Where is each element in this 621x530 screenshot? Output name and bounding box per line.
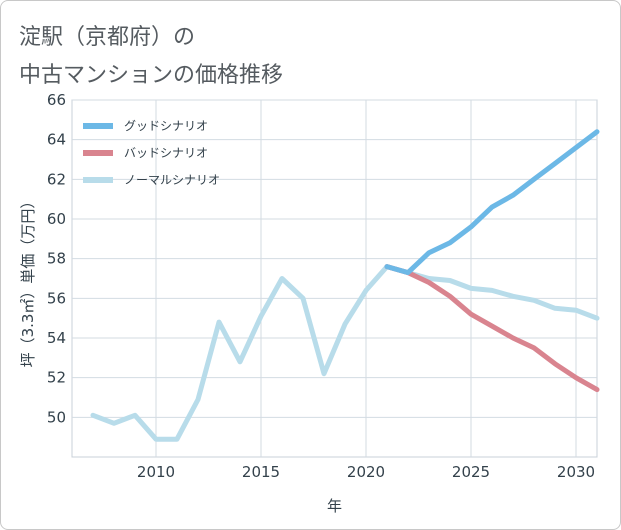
y-tick-label: 54 (47, 329, 66, 347)
y-tick-label: 52 (47, 369, 66, 387)
series-line-2 (90, 264, 600, 442)
chart-title-line1: 淀駅（京都府）の (19, 25, 196, 50)
x-tick-label: 2015 (242, 463, 280, 481)
y-tick-label: 56 (47, 289, 66, 307)
legend-label: ノーマルシナリオ (124, 173, 220, 187)
x-tick-label: 2030 (557, 463, 595, 481)
y-tick-labels: 50 52 54 56 58 60 62 64 66 (47, 91, 66, 426)
legend-label: グッドシナリオ (124, 119, 208, 133)
x-tick-label: 2025 (452, 463, 490, 481)
y-tick-label: 50 (47, 408, 66, 426)
y-axis-label: 坪（3.3㎡）単価（万円） (19, 194, 37, 368)
x-tick-label: 2020 (347, 463, 385, 481)
chart-title-line2: 中古マンションの価格推移 (19, 63, 284, 88)
y-tick-label: 64 (47, 131, 66, 149)
series-line-0 (384, 129, 600, 276)
y-tick-label: 60 (47, 210, 66, 228)
x-tick-label: 2010 (137, 463, 175, 481)
x-axis-label: 年 (327, 497, 342, 515)
x-tick-labels: 2010 2015 2020 2025 2030 (137, 463, 595, 481)
y-tick-label: 58 (47, 250, 66, 268)
y-tick-label: 66 (47, 91, 66, 109)
y-tick-label: 62 (47, 170, 66, 188)
series-lines (90, 129, 600, 442)
series-line-1 (384, 264, 600, 393)
legend-label: バッドシナリオ (124, 146, 208, 160)
plot-area (71, 99, 598, 458)
